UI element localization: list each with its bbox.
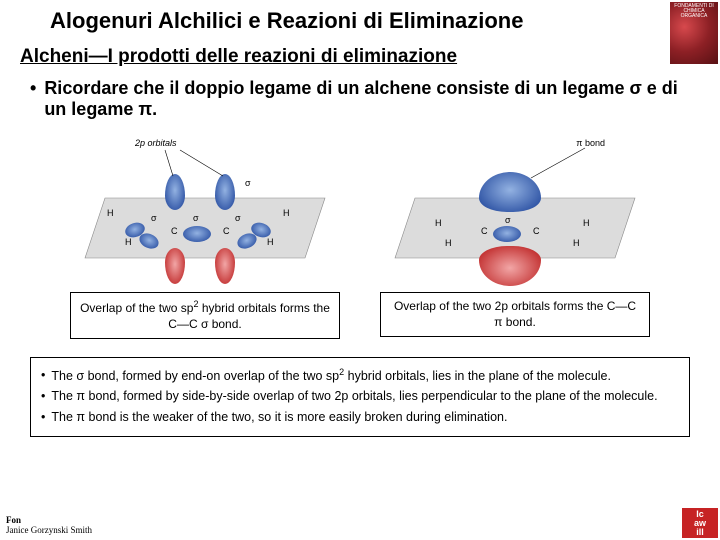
book-cover-thumbnail: FONDAMENTI DI CHIMICA ORGANICA — [670, 2, 718, 64]
bullet-text: Ricordare che il doppio legame di un alc… — [44, 78, 700, 120]
sigma-bond-diagram: 2p orbitals C C H H H H σ σ σ — [70, 138, 340, 339]
book-cover-text: FONDAMENTI DI CHIMICA ORGANICA — [670, 2, 718, 19]
footer-author: Janice Gorzynski Smith — [6, 526, 92, 536]
note-text-b: hybrid orbitals, lies in the plane of th… — [344, 369, 611, 383]
publisher-logo: Ic aw ill — [682, 508, 718, 538]
note-text: The π bond is the weaker of the two, so … — [51, 408, 507, 426]
h-label: H — [107, 208, 114, 218]
h-label: H — [435, 218, 442, 228]
bond-notes-box: • The σ bond, formed by end-on overlap o… — [30, 357, 690, 437]
sigma-label: σ — [193, 213, 199, 223]
main-bullet: • Ricordare che il doppio legame di un a… — [0, 68, 720, 120]
pi-caption: Overlap of the two 2p orbitals forms the… — [380, 292, 650, 337]
note-text: The π bond, formed by side-by-side overl… — [51, 387, 657, 405]
sigma-label: σ — [245, 178, 251, 188]
h-label: H — [267, 237, 274, 247]
note-line-1: • The σ bond, formed by end-on overlap o… — [41, 366, 679, 385]
bullet-marker: • — [41, 366, 45, 385]
bullet-marker: • — [30, 78, 36, 120]
footer-credit: Fon Janice Gorzynski Smith — [6, 516, 92, 536]
h-label: H — [573, 238, 580, 248]
pi-plot: π bond C C H H H H σ — [385, 138, 645, 288]
pointer-line — [525, 144, 605, 184]
diagram-row: 2p orbitals C C H H H H σ σ σ — [0, 138, 720, 339]
caption-text-a: Overlap of the two sp — [80, 301, 193, 315]
c-label: C — [171, 226, 178, 236]
pointer-lines — [135, 146, 245, 186]
caption-text: Overlap of the two 2p orbitals forms the… — [394, 299, 636, 329]
h-label: H — [445, 238, 452, 248]
h-label: H — [125, 237, 132, 247]
note-line-3: • The π bond is the weaker of the two, s… — [41, 408, 679, 426]
page-title: Alogenuri Alchilici e Reazioni di Elimin… — [0, 0, 720, 34]
c-label: C — [481, 226, 488, 236]
h-label: H — [583, 218, 590, 228]
h-label: H — [283, 208, 290, 218]
sigma-label: σ — [235, 213, 241, 223]
sigma-caption: Overlap of the two sp2 hybrid orbitals f… — [70, 292, 340, 339]
note-text-a: The σ bond, formed by end-on overlap of … — [51, 369, 339, 383]
sigma-label: σ — [505, 215, 511, 225]
bullet-marker: • — [41, 387, 45, 405]
sigma-label: σ — [151, 213, 157, 223]
note-line-2: • The π bond, formed by side-by-side ove… — [41, 387, 679, 405]
sigma-plot: 2p orbitals C C H H H H σ σ σ — [75, 138, 335, 288]
bullet-marker: • — [41, 408, 45, 426]
logo-line: ill — [696, 528, 704, 537]
section-subtitle: Alcheni—I prodotti delle reazioni di eli… — [0, 34, 720, 68]
note-text: The σ bond, formed by end-on overlap of … — [51, 366, 611, 385]
c-label: C — [223, 226, 230, 236]
pi-bond-diagram: π bond C C H H H H σ Overlap of the two … — [380, 138, 650, 339]
c-label: C — [533, 226, 540, 236]
